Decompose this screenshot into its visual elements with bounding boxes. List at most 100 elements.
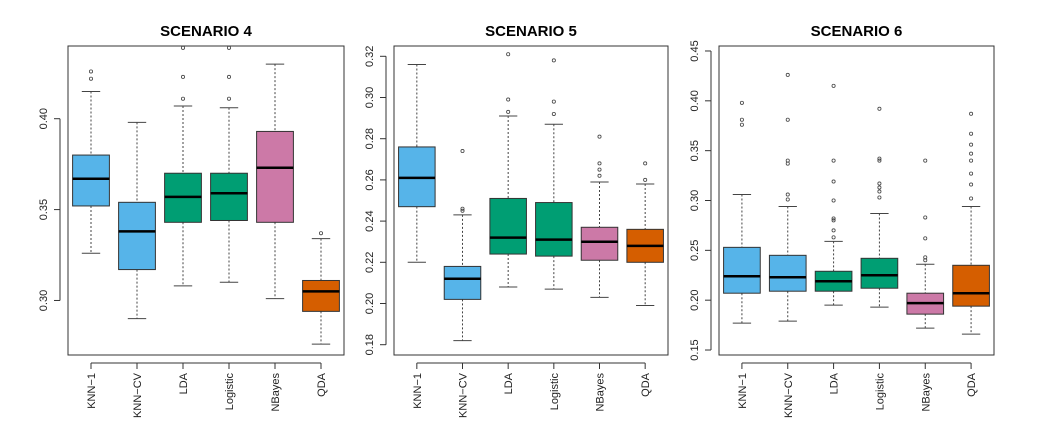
y-tick-label: 0.28 [364, 128, 376, 149]
outlier-point [877, 185, 882, 190]
outlier-point [831, 179, 836, 184]
outlier-point [923, 215, 928, 220]
y-tick-label: 0.30 [689, 190, 701, 211]
outlier-point [785, 197, 790, 202]
x-tick-label: KNN−1 [86, 373, 98, 409]
outlier-point [831, 158, 836, 163]
outlier-point [643, 161, 648, 166]
x-tick-label: NBayes [920, 373, 932, 412]
box-knn-1 [723, 246, 761, 294]
y-tick-label: 0.32 [364, 46, 376, 67]
y-tick-label: 0.35 [38, 199, 50, 220]
x-tick-label: QDA [316, 372, 328, 397]
y-tick-label: 0.40 [38, 108, 50, 129]
box-nbayes [256, 130, 294, 223]
y-tick-label: 0.18 [364, 334, 376, 355]
outlier-point [969, 131, 974, 136]
x-tick-label: LDA [178, 372, 190, 394]
x-tick-label: KNN−1 [412, 373, 424, 409]
outlier-point [597, 161, 602, 166]
box-lda [489, 197, 527, 255]
plot-frame [718, 45, 995, 356]
x-tick-label: KNN−CV [132, 372, 144, 418]
y-tick-label: 0.45 [689, 40, 701, 61]
outlier-point [180, 74, 185, 79]
outlier-point [739, 117, 744, 122]
x-tick-label: LDA [503, 372, 515, 394]
outlier-point [969, 171, 974, 176]
chart-title: SCENARIO 5 [485, 23, 577, 40]
outlier-point [180, 96, 185, 101]
outlier-point [785, 72, 790, 77]
y-tick-label: 0.15 [689, 339, 701, 360]
outlier-point [923, 158, 928, 163]
y-tick-label: 0.26 [364, 169, 376, 190]
chart-title: SCENARIO 4 [160, 23, 252, 40]
outlier-point [831, 83, 836, 88]
x-tick-label: LDA [829, 372, 841, 394]
outlier-point [877, 156, 882, 161]
box-knn-1 [72, 154, 110, 207]
outlier-point [506, 97, 511, 102]
x-tick-label: KNN−CV [458, 372, 470, 418]
outlier-point [551, 111, 556, 116]
y-tick-label: 0.35 [689, 140, 701, 161]
chart-title: SCENARIO 6 [811, 23, 903, 40]
box-knn-cv [118, 201, 156, 271]
outlier-point [551, 99, 556, 104]
box-qda [302, 279, 340, 312]
x-tick-label: QDA [966, 372, 978, 397]
outlier-point [969, 158, 974, 163]
y-tick-label: 0.30 [364, 87, 376, 108]
outlier-point [89, 76, 94, 81]
outlier-point [877, 106, 882, 111]
box-knn-cv [443, 265, 482, 300]
outlier-point [923, 236, 928, 241]
outlier-point [739, 100, 744, 105]
y-tick-label: 0.20 [689, 289, 701, 310]
outlier-point [597, 173, 602, 178]
x-tick-label: NBayes [595, 373, 607, 412]
y-tick-label: 0.24 [364, 210, 376, 231]
outlier-point [643, 177, 648, 182]
x-tick-label: NBayes [270, 373, 282, 412]
x-tick-label: Logistic [874, 373, 886, 411]
outlier-point [226, 74, 231, 79]
outlier-point [969, 182, 974, 187]
outlier-point [506, 109, 511, 114]
panel-scenario-5: SCENARIO 5 0.18 0.20 0.22 0.24 0.26 0.28 0.30 0… [364, 23, 669, 418]
plot-frame [67, 45, 345, 356]
outlier-point [831, 228, 836, 233]
outlier-point [831, 198, 836, 203]
plot-frame [393, 45, 669, 356]
outlier-point [226, 45, 231, 50]
box-nbayes [580, 226, 619, 261]
outlier-point [785, 117, 790, 122]
x-tick-label: Logistic [549, 373, 561, 411]
outlier-point [969, 151, 974, 156]
y-tick-label: 0.20 [364, 293, 376, 314]
outlier-point [969, 196, 974, 201]
outlier-point [831, 235, 836, 240]
outlier-point [785, 158, 790, 163]
x-tick-label: KNN−1 [737, 373, 749, 409]
box-knn-cv [768, 254, 807, 292]
outlier-point [597, 167, 602, 172]
outlier-point [460, 149, 465, 154]
outlier-point [460, 208, 465, 213]
outlier-point [785, 192, 790, 197]
outlier-point [318, 231, 323, 236]
outlier-point [877, 158, 882, 163]
outlier-point [877, 181, 882, 186]
outlier-point [460, 206, 465, 211]
y-tick-label: 0.25 [689, 240, 701, 261]
outlier-point [969, 142, 974, 147]
outlier-point [831, 218, 836, 223]
y-tick-label: 0.22 [364, 252, 376, 273]
x-tick-label: Logistic [224, 373, 236, 411]
outlier-point [226, 96, 231, 101]
outlier-point [506, 52, 511, 57]
outlier-point [597, 134, 602, 139]
outlier-point [877, 189, 882, 194]
